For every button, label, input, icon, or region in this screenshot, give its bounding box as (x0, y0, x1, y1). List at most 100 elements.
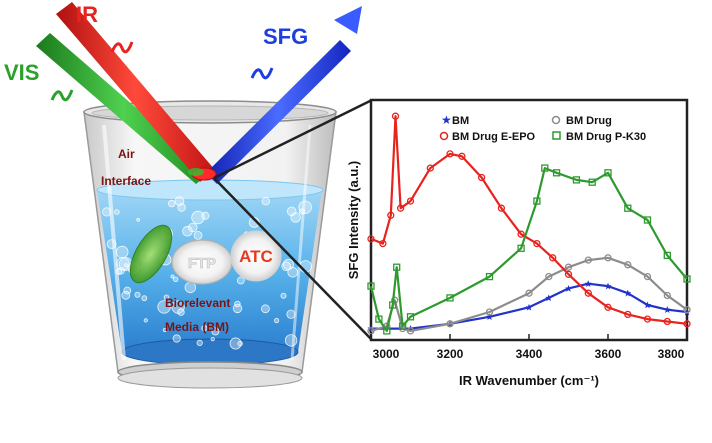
bubble (141, 295, 148, 302)
bubble (286, 309, 296, 319)
legend: ★ BM BM Drug BM Drug E-EPO BM Drug P-K30 (439, 113, 646, 143)
data-point-bm-drug-p-k30 (485, 272, 494, 281)
bubble (170, 274, 175, 279)
series-line-bm-drug-p-k30 (369, 167, 688, 332)
data-point-bm (525, 303, 533, 311)
bubble (115, 245, 129, 259)
data-point-bm-drug (604, 254, 612, 262)
bubble (167, 199, 176, 208)
data-point-bm-drug-p-k30 (383, 327, 391, 335)
air-label: Air (118, 147, 135, 161)
data-point-bm-drug (564, 263, 573, 271)
data-point-bm (663, 306, 671, 313)
bubble (182, 225, 193, 237)
bubble (211, 327, 220, 336)
bubble (248, 216, 260, 228)
bubble (201, 211, 210, 220)
data-point-bm-drug-e-epo (387, 211, 395, 219)
atc-label: ATC (239, 247, 273, 266)
data-point-bm-drug (446, 320, 454, 328)
data-point-bm-drug (643, 272, 652, 281)
vis-label: VIS (4, 60, 39, 85)
data-point-bm-drug-e-epo (406, 197, 415, 205)
data-point-bm-drug-e-epo (477, 173, 486, 182)
x-tick-label: 3200 (437, 347, 464, 361)
data-point-bm-drug-p-k30 (572, 176, 581, 184)
bubble (260, 304, 270, 314)
zoom-line-bottom (213, 177, 373, 341)
bubble (114, 209, 120, 215)
data-point-bm-drug-e-epo (549, 254, 557, 262)
bubble (134, 291, 141, 298)
green-capsule (129, 224, 173, 284)
data-point-bm-drug-e-epo (517, 230, 525, 238)
bubble (298, 208, 305, 215)
data-point-bm-drug-e-epo (533, 239, 541, 248)
bubble (172, 334, 181, 343)
x-tick-label: 3000 (373, 347, 400, 361)
x-tick-label: 3600 (595, 347, 622, 361)
data-point-bm-drug-e-epo (564, 270, 573, 278)
bubble (280, 292, 287, 299)
data-point-bm (584, 280, 592, 288)
bubble (177, 203, 186, 212)
legend-label-pk30: BM Drug P-K30 (566, 131, 646, 143)
bubble (188, 222, 198, 233)
data-point-bm-drug-e-epo (604, 303, 612, 311)
sfg-wave-icon (250, 67, 274, 80)
data-point-bm-drug-e-epo (379, 239, 387, 248)
legend-label-eepo: BM Drug E-EPO (452, 131, 536, 143)
data-point-bm (644, 301, 651, 309)
y-axis-label: SFG Intensity (a.u.) (346, 161, 361, 279)
ir-label: IR (76, 2, 98, 27)
data-point-bm-drug (367, 327, 375, 335)
glass (83, 100, 337, 389)
data-point-bm (683, 308, 691, 316)
ir-beam (56, 2, 215, 182)
data-point-bm (565, 284, 572, 292)
data-point-bm-drug-e-epo (446, 150, 454, 158)
data-point-bm-drug-e-epo (396, 204, 405, 212)
data-point-bm-drug-p-k30 (552, 169, 561, 177)
bubble (237, 340, 243, 347)
bubble (177, 308, 185, 316)
data-point-bm-drug-e-epo (426, 164, 434, 172)
bubble (162, 327, 167, 332)
data-point-bm (486, 313, 493, 321)
data-point-bm-drug-p-k30 (604, 169, 612, 177)
data-point-bm-drug-p-k30 (588, 178, 596, 186)
bubble (193, 230, 203, 240)
bubble (116, 256, 130, 271)
bubble (281, 261, 292, 272)
vis-beam (36, 33, 210, 184)
data-point-bm-drug-p-k30 (393, 263, 401, 271)
ir-wave-icon (110, 41, 134, 54)
legend-marker-bm: ★ (441, 113, 452, 127)
data-point-bm-drug (683, 306, 691, 314)
data-point-bm-drug (525, 289, 533, 297)
bubbles (102, 196, 312, 350)
data-point-bm-drug-p-k30 (367, 282, 375, 290)
data-point-bm-drug-p-k30 (389, 301, 397, 309)
data-point-bm-drug (485, 308, 494, 316)
data-point-bm-drug-e-epo (624, 310, 632, 319)
air-liquid-interface (96, 179, 324, 201)
bubble (201, 325, 208, 332)
data-point-bm-drug (584, 256, 592, 264)
data-point-bm-drug-p-k30 (541, 164, 549, 172)
data-point-bm-drug (391, 296, 399, 304)
atc-drug: ATC (230, 230, 282, 282)
data-point-bm-drug-p-k30 (663, 251, 671, 260)
bubble (143, 318, 148, 323)
data-point-bm-drug-e-epo (391, 112, 400, 120)
data-point-bm-drug-e-epo (663, 317, 671, 326)
legend-label-bm: BM (452, 115, 469, 127)
sfg-chart: ★ BM BM Drug BM Drug E-EPO BM Drug P-K30… (346, 98, 691, 388)
bubble (273, 317, 280, 324)
bubble (174, 196, 185, 206)
data-point-bm-drug-e-epo (367, 235, 375, 243)
data-point-bm (545, 294, 553, 302)
series-line-bm-drug (370, 256, 688, 332)
bubble (172, 276, 179, 282)
data-point-bm-drug-p-k30 (643, 216, 652, 224)
